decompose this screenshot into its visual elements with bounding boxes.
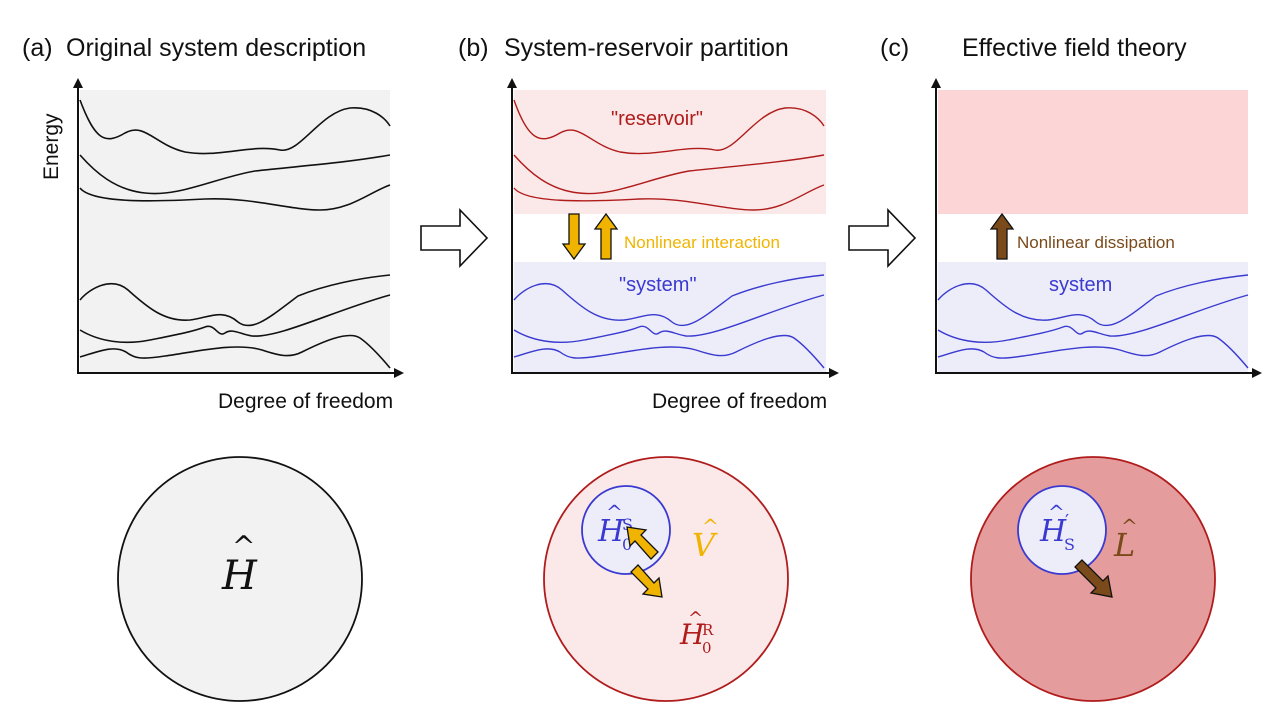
system-curve xyxy=(937,334,1249,369)
effective-hamiltonian-prime: ′ xyxy=(1065,511,1069,532)
interaction-arrow-up xyxy=(593,212,619,260)
panel-a-energy-curves xyxy=(79,99,391,369)
system-curve xyxy=(937,274,1249,327)
effective-hamiltonian-hat: ^ xyxy=(1048,500,1065,524)
reservoir-curve xyxy=(513,154,825,195)
system-label-effective: system xyxy=(1049,274,1112,296)
effective-hamiltonian-symbol: H xyxy=(1039,514,1067,549)
effective-hamiltonian-subscript: S xyxy=(1064,535,1075,554)
system-hamiltonian-hat: ^ xyxy=(606,500,623,524)
system-hamiltonian-superscript: S xyxy=(622,515,633,534)
hamiltonian-diagram-c: H ^ ′ S L ^ xyxy=(970,456,1216,702)
hamiltonian-symbol: H xyxy=(221,553,258,599)
nonlinear-dissipation-label: Nonlinear dissipation xyxy=(1017,233,1175,252)
system-curves xyxy=(513,274,825,369)
panel-a-background xyxy=(80,90,390,372)
reservoir-hamiltonian-subscript: 0 xyxy=(702,639,712,657)
energy-curve xyxy=(79,154,391,195)
reservoir-hamiltonian-superscript: R xyxy=(702,621,714,639)
panel-c: (c) Effective field theory system Nonlin… xyxy=(880,34,1262,378)
full-system-circle xyxy=(117,456,363,702)
panel-a-x-axis-label: Degree of freedom xyxy=(218,390,393,413)
energy-curve xyxy=(79,274,391,327)
dissipation-arrow-diagonal xyxy=(1074,559,1113,598)
panel-a-title: Original system description xyxy=(66,34,366,62)
y-axis-label: Energy xyxy=(40,113,63,180)
nonlinear-interaction-label: Nonlinear interaction xyxy=(624,233,780,252)
reservoir-curve xyxy=(513,184,825,211)
hamiltonian-hat: ^ xyxy=(232,530,255,563)
panel-a: (a) Original system description Energy D… xyxy=(22,34,404,413)
effective-system-curves xyxy=(937,274,1249,369)
interaction-operator-symbol: V xyxy=(692,526,718,564)
transition-arrow-b-to-c xyxy=(848,208,917,268)
panel-b-title: System-reservoir partition xyxy=(504,34,789,62)
system-region xyxy=(514,262,826,372)
system-curve xyxy=(513,334,825,369)
reservoir-circle xyxy=(543,456,789,702)
interaction-operator-hat: ^ xyxy=(702,514,719,538)
interaction-arrow-down-right xyxy=(630,564,663,598)
panel-c-letter: (c) xyxy=(880,34,909,62)
system-curve xyxy=(937,294,1249,343)
system-region-effective xyxy=(938,262,1248,372)
panel-b-letter: (b) xyxy=(458,34,489,62)
energy-curve xyxy=(79,99,391,155)
reservoir-region-effective xyxy=(938,90,1248,214)
panel-b-x-axis-label: Degree of freedom xyxy=(652,390,827,413)
panel-c-title: Effective field theory xyxy=(962,34,1187,62)
system-label: "system" xyxy=(619,274,697,296)
energy-curve xyxy=(79,184,391,211)
system-hamiltonian-symbol: H xyxy=(597,514,625,549)
energy-curve xyxy=(79,334,391,369)
interaction-arrow-up-left xyxy=(626,526,659,560)
reservoir-curve xyxy=(513,99,825,155)
reservoir-curves xyxy=(513,99,825,211)
reservoir-hamiltonian-hat: ^ xyxy=(688,608,703,629)
reservoir-label: "reservoir" xyxy=(611,108,703,130)
panel-a-letter: (a) xyxy=(22,34,53,62)
system-curve xyxy=(513,274,825,327)
lindblad-operator-hat: ^ xyxy=(1121,514,1138,538)
interaction-arrow-down xyxy=(561,213,587,261)
panel-b: (b) System-reservoir partition "reservoi… xyxy=(458,34,839,413)
reservoir-hamiltonian-symbol: H xyxy=(679,618,705,651)
effective-system-circle xyxy=(1017,485,1107,575)
hamiltonian-diagram-a: H ^ xyxy=(117,456,363,702)
system-curve xyxy=(513,294,825,343)
dissipation-arrow-up xyxy=(989,212,1015,260)
hamiltonian-diagram-b: H ^ S 0 V ^ H ^ R 0 xyxy=(543,456,789,702)
energy-curve xyxy=(79,294,391,344)
lindblad-operator-symbol: L xyxy=(1113,526,1135,564)
transition-arrow-a-to-b xyxy=(420,208,489,268)
system-hamiltonian-subscript: 0 xyxy=(622,535,632,554)
